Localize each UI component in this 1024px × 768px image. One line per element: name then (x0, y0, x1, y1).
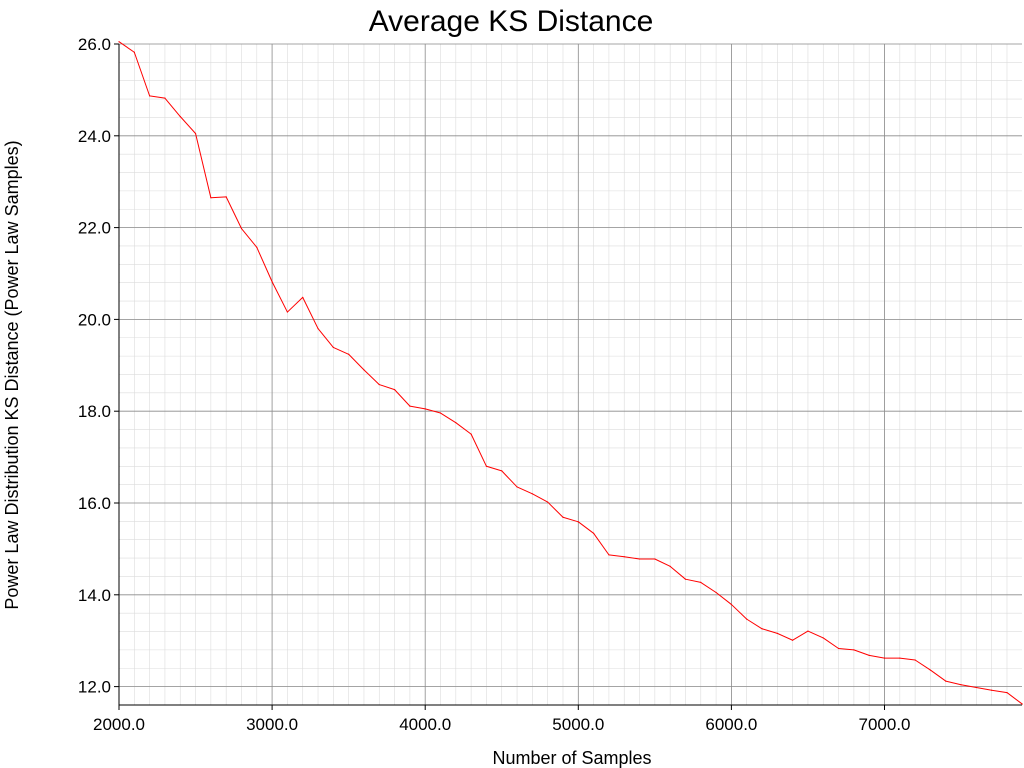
data-point (945, 680, 947, 682)
chart-title: Average KS Distance (369, 5, 654, 38)
data-point (715, 591, 717, 594)
data-point (470, 433, 472, 435)
data-point (424, 408, 426, 410)
data-point (225, 196, 227, 198)
y-tick-label: 16.0 (78, 494, 111, 513)
data-point (807, 630, 809, 632)
y-tick-label: 20.0 (78, 310, 111, 329)
y-tick-label: 22.0 (78, 219, 111, 238)
data-point (960, 684, 962, 686)
data-point (929, 669, 932, 671)
y-axis-ticks: 12.0 14.0 16.0 18.0 20.0 22.0 24.0 26.0 (78, 35, 119, 697)
data-point (547, 501, 549, 503)
x-tick-label: 6000.0 (705, 715, 757, 734)
data-point (133, 51, 135, 53)
x-tick-label: 4000.0 (399, 715, 451, 734)
data-point (975, 686, 977, 689)
data-point (271, 281, 273, 283)
data-point (501, 470, 503, 472)
data-point (623, 556, 625, 558)
series-line (118, 41, 1023, 705)
data-point (669, 565, 671, 567)
data-point (378, 383, 380, 386)
data-point (730, 603, 733, 606)
data-point (348, 353, 350, 355)
data-point (393, 389, 396, 391)
data-point (654, 558, 656, 560)
data-point (332, 346, 334, 348)
major-grid (118, 43, 1022, 705)
data-point (485, 465, 488, 467)
x-axis-label: Number of Samples (492, 748, 651, 768)
x-tick-label: 7000.0 (859, 715, 911, 734)
data-point (409, 405, 411, 407)
data-point (792, 639, 794, 641)
data-point (1006, 691, 1008, 694)
data-point (684, 578, 687, 580)
data-point (164, 97, 166, 99)
data-point (179, 115, 181, 118)
data-point (761, 628, 763, 630)
data-point (240, 227, 243, 230)
y-tick-label: 12.0 (78, 678, 111, 697)
data-point (746, 618, 748, 620)
data-point (562, 516, 564, 518)
series-group (118, 41, 1023, 705)
data-point (776, 632, 778, 634)
x-tick-label: 3000.0 (246, 715, 298, 734)
data-point (194, 132, 197, 135)
y-tick-label: 24.0 (78, 127, 111, 146)
data-point (363, 369, 365, 371)
data-point (256, 246, 258, 248)
data-point (868, 654, 870, 656)
x-axis-ticks: 2000.0 3000.0 4000.0 5000.0 6000.0 7000.0 (93, 705, 911, 734)
data-point (317, 327, 319, 330)
data-point (853, 649, 855, 651)
data-point (210, 197, 212, 199)
y-tick-label: 18.0 (78, 402, 111, 421)
y-axis-label: Power Law Distribution KS Distance (Powe… (2, 140, 22, 609)
data-point (638, 558, 641, 560)
data-point (608, 554, 610, 556)
data-point (837, 647, 840, 650)
data-point (899, 657, 901, 659)
data-point (914, 659, 916, 661)
data-point (302, 296, 304, 298)
data-point (286, 311, 289, 313)
y-tick-label: 14.0 (78, 586, 111, 605)
data-point (822, 637, 824, 639)
data-point (577, 521, 579, 523)
x-tick-label: 5000.0 (552, 715, 604, 734)
data-point (700, 581, 702, 584)
data-point (149, 95, 151, 97)
data-point (516, 486, 518, 488)
data-point (455, 422, 457, 424)
data-point (439, 412, 442, 414)
data-point (991, 689, 993, 691)
data-point (118, 41, 120, 43)
data-point (1021, 703, 1023, 705)
x-tick-label: 2000.0 (93, 715, 145, 734)
data-point (883, 657, 886, 659)
data-point (593, 532, 595, 534)
y-tick-label: 26.0 (78, 35, 111, 54)
data-point (531, 493, 533, 495)
